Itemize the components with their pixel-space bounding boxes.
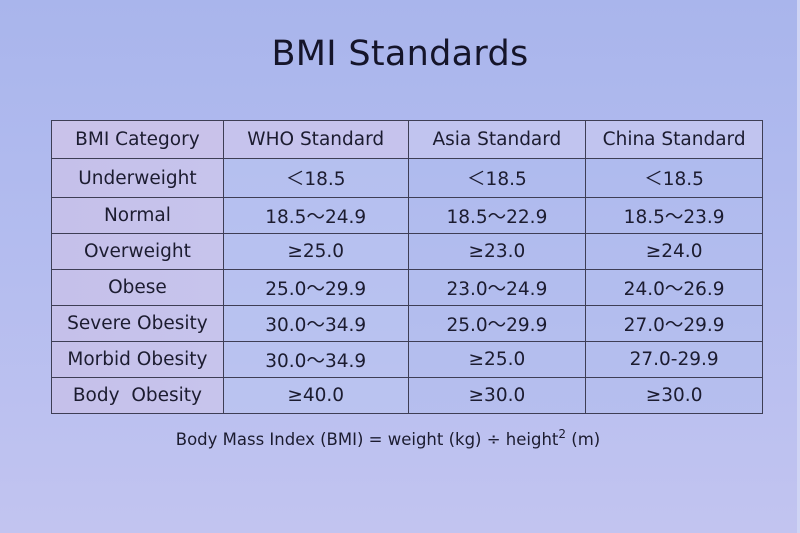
asia-value-cell: ＜18.5 (407, 158, 587, 198)
asia-value-cell: 23.0～24.9 (407, 269, 587, 306)
china-value-cell: 27.0-29.9 (585, 341, 763, 378)
table-row: Morbid Obesity 30.0～34.9 ≥25.0 27.0-29.9 (51, 341, 763, 378)
page-title: BMI Standards (271, 34, 529, 74)
right-border-strip (797, 0, 800, 533)
who-value-cell: 25.0～29.9 (222, 269, 409, 306)
table-row: Severe Obesity 30.0～34.9 25.0～29.9 27.0～… (51, 305, 763, 342)
who-value-cell: 30.0～34.9 (222, 305, 409, 342)
formula-unit: (m) (566, 430, 601, 449)
category-cell: Morbid Obesity (51, 341, 224, 378)
who-value-cell: ≥25.0 (222, 233, 409, 270)
header-asia-standard: Asia Standard (407, 120, 587, 159)
category-cell: Normal (51, 197, 224, 234)
header-who-standard: WHO Standard (222, 120, 409, 159)
asia-value-cell: ≥23.0 (407, 233, 587, 270)
table-row: Obese 25.0～29.9 23.0～24.9 24.0～26.9 (51, 269, 763, 306)
china-value-cell: ≥24.0 (585, 233, 763, 270)
category-cell: Obese (51, 269, 224, 306)
table-row: Underweight ＜18.5 ＜18.5 ＜18.5 (51, 158, 763, 198)
category-cell: Severe Obesity (51, 305, 224, 342)
formula-text: Body Mass Index (BMI) = weight (kg) ÷ he… (175, 430, 559, 449)
who-value-cell: ≥40.0 (222, 377, 409, 414)
asia-value-cell: 25.0～29.9 (407, 305, 587, 342)
china-value-cell: ≥30.0 (585, 377, 763, 414)
asia-value-cell: 18.5～22.9 (407, 197, 587, 234)
bmi-standards-table: BMI Category WHO Standard Asia Standard … (51, 120, 763, 414)
asia-value-cell: ≥25.0 (407, 341, 587, 378)
table-row: Normal 18.5～24.9 18.5～22.9 18.5～23.9 (51, 197, 763, 234)
formula-exponent: 2 (558, 427, 567, 441)
who-value-cell: ＜18.5 (222, 158, 409, 198)
china-value-cell: 24.0～26.9 (585, 269, 763, 306)
category-cell: Body Obesity (51, 377, 224, 414)
category-cell: Overweight (51, 233, 224, 270)
header-bmi-category: BMI Category (51, 120, 224, 159)
asia-value-cell: ≥30.0 (407, 377, 587, 414)
china-value-cell: 27.0～29.9 (585, 305, 763, 342)
china-value-cell: ＜18.5 (585, 158, 763, 198)
who-value-cell: 30.0～34.9 (222, 341, 409, 378)
table-row: Body Obesity ≥40.0 ≥30.0 ≥30.0 (51, 377, 763, 414)
bmi-formula: Body Mass Index (BMI) = weight (kg) ÷ he… (0, 427, 776, 449)
category-cell: Underweight (51, 158, 224, 198)
table-row: Overweight ≥25.0 ≥23.0 ≥24.0 (51, 233, 763, 270)
china-value-cell: 18.5～23.9 (585, 197, 763, 234)
header-china-standard: China Standard (585, 120, 763, 159)
table-header-row: BMI Category WHO Standard Asia Standard … (51, 120, 763, 159)
who-value-cell: 18.5～24.9 (222, 197, 409, 234)
